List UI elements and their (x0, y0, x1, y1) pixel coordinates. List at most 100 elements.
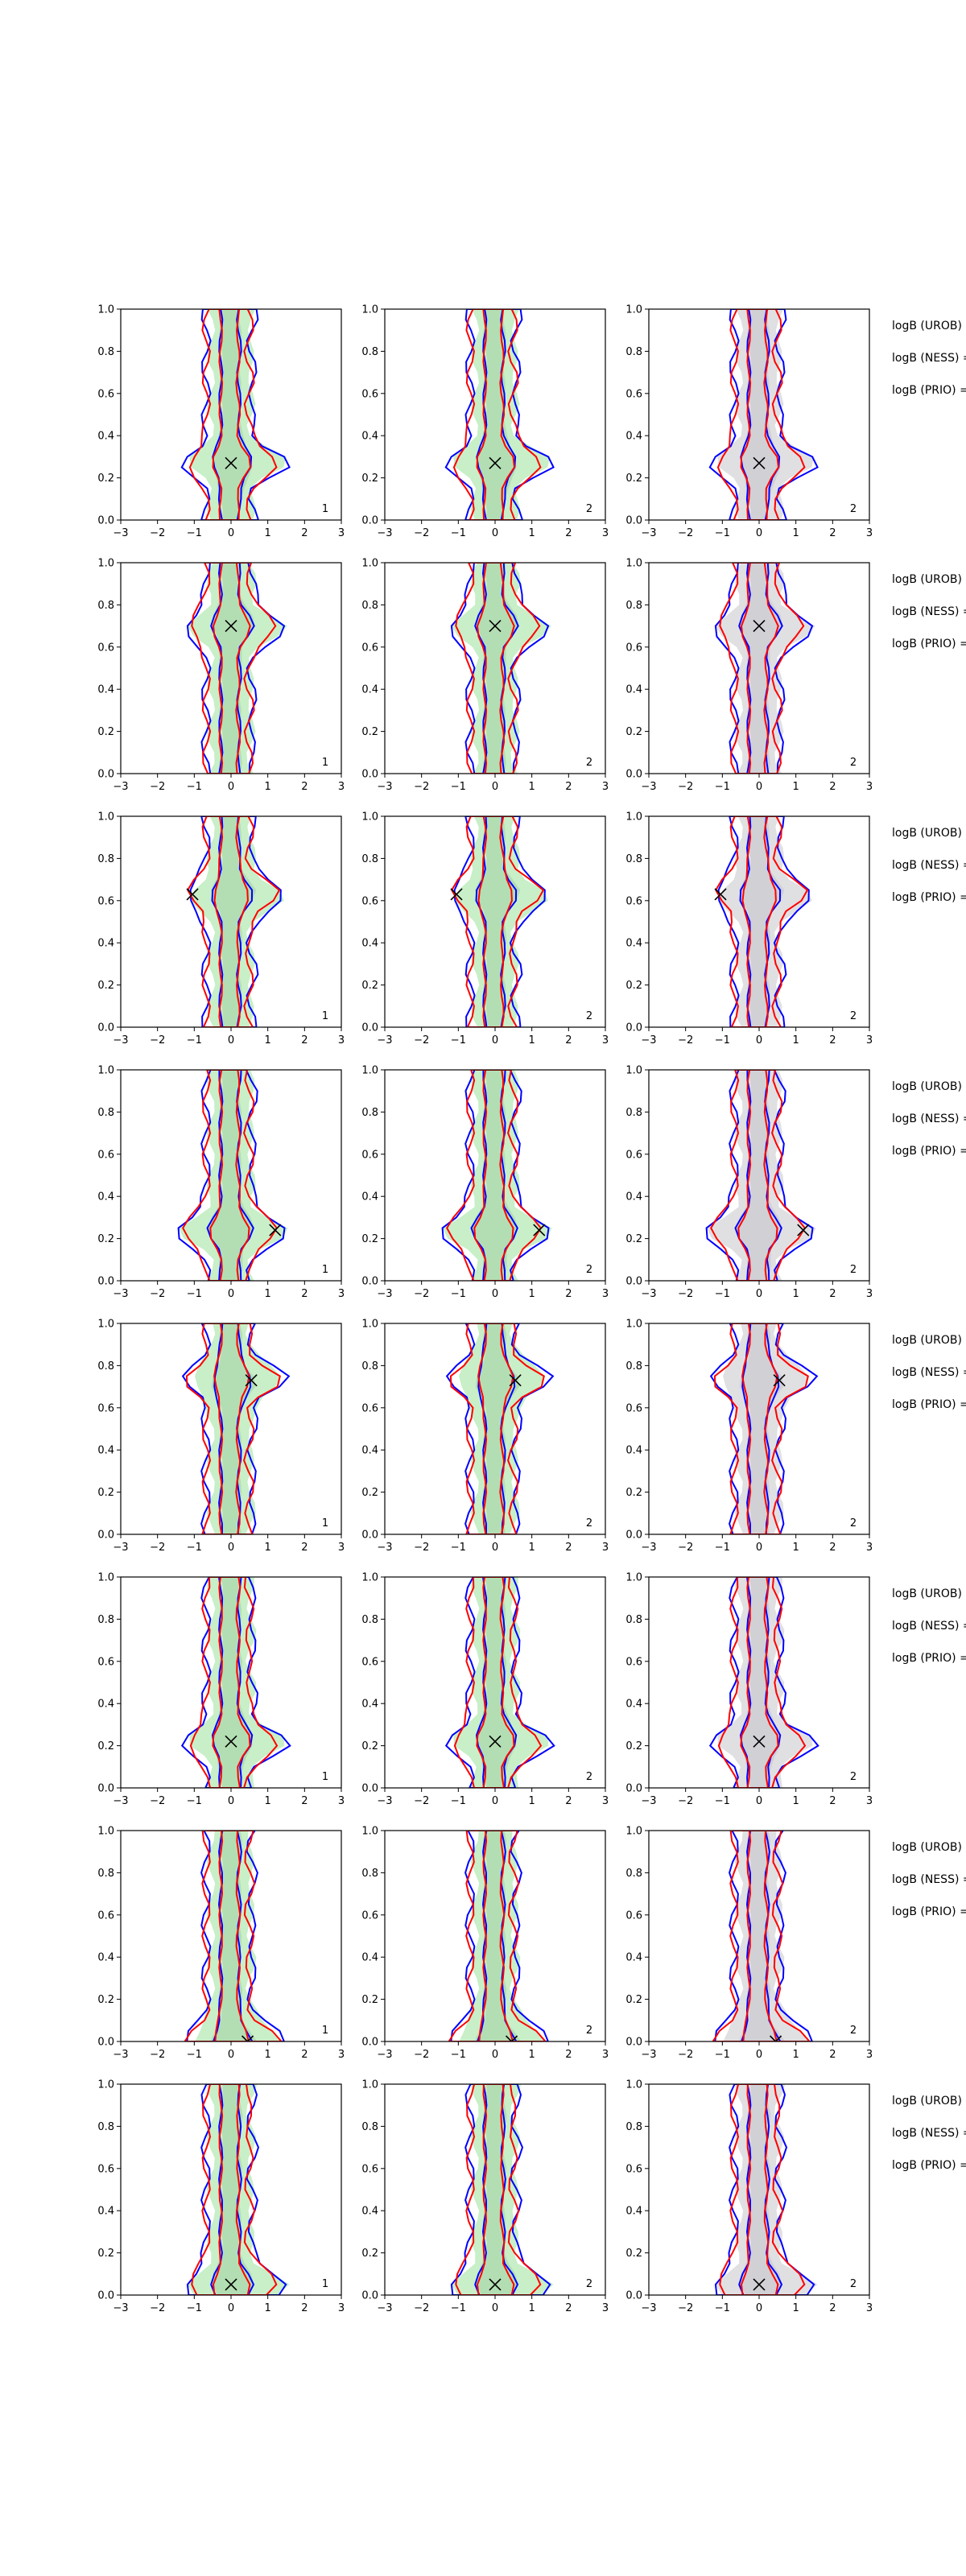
x-tick: 1 (265, 1534, 271, 1554)
x-tick: −2 (150, 520, 165, 539)
x-tick: 3 (602, 1788, 609, 1807)
x-tick: −2 (678, 2295, 693, 2314)
x-tick: 1 (529, 1027, 535, 1046)
x-tick: −3 (377, 1027, 393, 1046)
subplot-r5-c3: −3 −2 −1 0 1 2 30.00.20.40.60.81.02 (625, 1319, 873, 1554)
x-tick-label: −3 (377, 1795, 392, 1807)
x-tick: −3 (641, 1534, 657, 1554)
y-tick: 0.2 (625, 2248, 649, 2260)
x-tick-label: 2 (829, 1542, 836, 1554)
true-value-marker (186, 888, 199, 901)
panel-label: 2 (850, 2278, 857, 2290)
x-tick: 3 (866, 1788, 873, 1807)
x-tick: 0 (492, 2041, 498, 2061)
y-tick: 0.6 (97, 1402, 121, 1414)
y-tick: 0.4 (97, 684, 121, 696)
true-value-marker (489, 1735, 502, 1748)
red-contour-inner (477, 1323, 514, 1534)
red-contour-inner (213, 816, 249, 1027)
x-tick: 0 (228, 520, 234, 539)
x-tick: 3 (338, 2041, 345, 2061)
y-tick: 0.2 (361, 980, 385, 992)
y-tick: 0.4 (97, 431, 121, 443)
x-tick: 2 (565, 1027, 572, 1046)
x-tick-label: 2 (565, 1542, 572, 1554)
x-tick: 2 (301, 1788, 308, 1807)
y-tick-label: 1.0 (97, 558, 114, 570)
true-value-marker (489, 2278, 502, 2291)
x-tick-label: 0 (756, 1288, 762, 1300)
y-tick: 0.6 (97, 388, 121, 400)
x-tick: −3 (377, 774, 393, 793)
blue-contour-outer (180, 309, 291, 520)
x-tick-label: −1 (451, 527, 466, 539)
blue-contour-inner (206, 1070, 254, 1281)
x-tick-label: −3 (113, 1034, 128, 1046)
x-tick: −1 (187, 1788, 202, 1807)
true-value-marker (269, 1224, 282, 1236)
panel-label: 1 (322, 2025, 328, 2037)
panel-label: 2 (586, 1771, 592, 1783)
y-tick: 0.0 (625, 515, 649, 527)
x-tick: 0 (492, 520, 498, 539)
x-tick-label: 3 (338, 2049, 345, 2061)
y-tick-label: 0.8 (625, 853, 642, 865)
y-tick: 0.6 (361, 895, 385, 907)
y-tick: 0.8 (625, 1360, 649, 1373)
y-tick-label: 0.8 (625, 1107, 642, 1119)
x-tick-label: −3 (641, 1542, 656, 1554)
y-tick-label: 0.2 (97, 1994, 114, 2006)
side-annotation: logB (NESS) = (892, 1873, 966, 1886)
red-contour-inner (741, 1323, 778, 1534)
panel-label: 2 (586, 757, 592, 769)
y-tick: 0.8 (97, 1614, 121, 1626)
x-tick: −1 (451, 1534, 466, 1554)
x-tick: −3 (113, 2041, 129, 2061)
x-tick-label: −3 (641, 527, 656, 539)
side-annotation: logB (PRIO) = (892, 1905, 966, 1918)
y-tick: 0.8 (625, 853, 649, 865)
side-annotation: logB (PRIO) = (892, 1652, 966, 1665)
y-tick-label: 0.4 (625, 431, 642, 443)
x-tick: 1 (529, 1281, 535, 1300)
y-tick-label: 0.8 (97, 346, 114, 358)
y-tick: 0.6 (625, 1402, 649, 1414)
red-contour-outer (187, 816, 281, 1027)
y-tick: 1.0 (361, 2079, 385, 2091)
x-tick-label: 2 (565, 527, 572, 539)
y-tick-label: 0.0 (97, 1022, 114, 1034)
y-tick-label: 0.4 (361, 938, 378, 950)
x-tick-label: −3 (113, 781, 128, 793)
subplot-r3-c2: −3 −2 −1 0 1 2 30.00.20.40.60.81.02 (361, 811, 609, 1047)
panel-label: 2 (586, 2278, 592, 2290)
x-tick: 0 (228, 2295, 234, 2314)
x-tick: 3 (602, 2041, 609, 2061)
x-tick: −1 (451, 1788, 466, 1807)
y-tick: 1.0 (625, 1319, 649, 1331)
true-value-marker (450, 888, 463, 901)
blue-contour-inner (211, 816, 254, 1027)
x-tick: 2 (301, 520, 308, 539)
x-tick-label: 3 (866, 781, 873, 793)
y-tick: 0.2 (97, 2248, 121, 2260)
true-value-marker (753, 1735, 766, 1748)
y-tick-label: 0.0 (625, 769, 642, 781)
x-tick: −1 (451, 2041, 466, 2061)
y-tick-label: 0.0 (361, 1530, 378, 1542)
blue-contour-inner (213, 1323, 252, 1534)
subplot-r2-c2: −3 −2 −1 0 1 2 30.00.20.40.60.81.02 (361, 558, 609, 794)
red-contour-outer (717, 1577, 807, 1788)
x-tick-label: 0 (492, 2049, 498, 2061)
x-tick-label: 2 (301, 781, 308, 793)
y-tick-label: 0.2 (625, 1487, 642, 1499)
red-contour-inner (213, 1323, 250, 1534)
red-contour-outer (191, 563, 277, 774)
y-tick-label: 0.8 (97, 1107, 114, 1119)
y-tick-label: 0.0 (361, 1022, 378, 1034)
panel-label: 1 (322, 503, 328, 515)
blue-contour-inner (739, 1577, 782, 1788)
x-tick: 3 (602, 774, 609, 793)
x-tick-label: 1 (793, 1034, 799, 1046)
x-tick-label: 0 (492, 527, 498, 539)
x-tick-label: −2 (414, 2049, 429, 2061)
